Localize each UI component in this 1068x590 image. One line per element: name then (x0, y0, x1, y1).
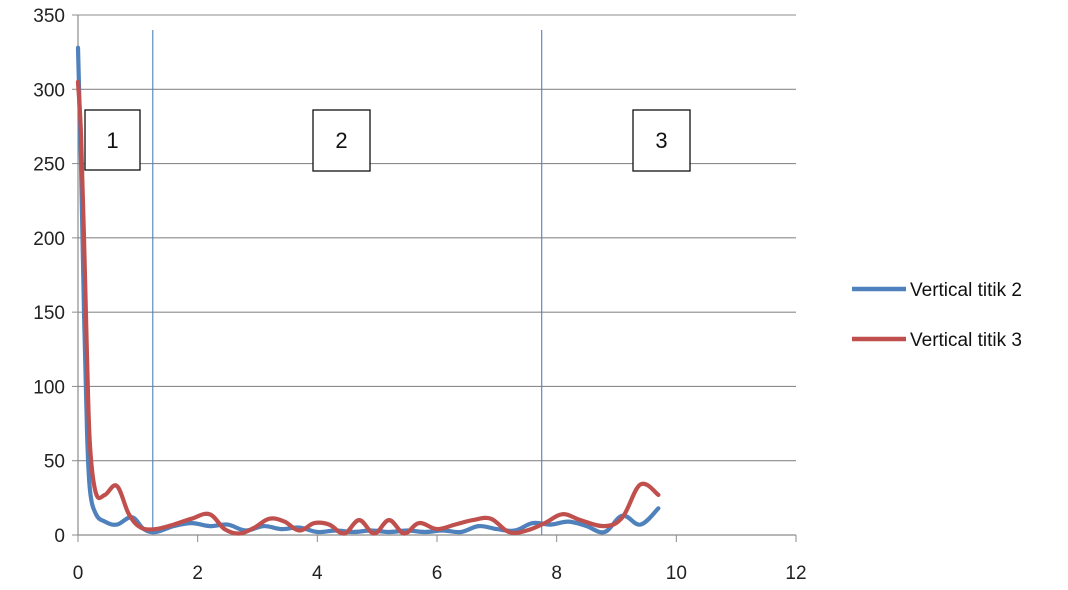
region-box-3-frame (632, 109, 691, 172)
region-dividers (152, 30, 543, 535)
y-tick-label-3: 150 (33, 303, 65, 324)
y-tick-label-7: 350 (33, 6, 65, 27)
y-tick-label-2: 100 (33, 377, 65, 398)
region-box-2: 2 (312, 109, 371, 172)
region-box-2-frame (312, 109, 371, 172)
x-tick-label-4: 8 (551, 563, 562, 584)
x-tick-label-3: 6 (432, 563, 443, 584)
legend-entry-series-1: Vertical titik 2 (852, 280, 1022, 301)
x-tick-label-1: 2 (192, 563, 203, 584)
region-box-1: 1 (84, 109, 141, 171)
legend-label-series-2: Vertical titik 3 (910, 330, 1022, 351)
y-tick-label-1: 50 (44, 452, 65, 473)
y-tick-label-6: 300 (33, 80, 65, 101)
series-lines (75, 45, 661, 536)
x-tick-label-5: 10 (666, 563, 687, 584)
legend: Vertical titik 2 Vertical titik 3 (852, 280, 1022, 351)
region-label-2: 2 (335, 128, 347, 153)
x-tick-label-2: 4 (312, 563, 323, 584)
region-box-1-frame (84, 109, 141, 171)
y-tick-label-0: 0 (54, 526, 65, 547)
y-tick-label-4: 200 (33, 229, 65, 250)
region-labels: 1 2 3 (84, 109, 691, 172)
region-label-1: 1 (106, 128, 118, 153)
x-tick-label-0: 0 (73, 563, 84, 584)
axes (77, 15, 796, 536)
y-tick-label-5: 250 (33, 155, 65, 176)
x-tick-label-6: 12 (785, 563, 806, 584)
gridlines (78, 14, 796, 462)
legend-label-series-1: Vertical titik 2 (910, 280, 1022, 301)
region-label-3: 3 (655, 128, 667, 153)
series-line-2 (75, 79, 661, 536)
legend-entry-series-2: Vertical titik 3 (852, 330, 1022, 351)
y-tick-labels: 0 50 100 150 200 250 300 350 (33, 6, 78, 547)
x-tick-labels: 0 2 4 6 8 10 12 (73, 535, 807, 584)
region-box-3: 3 (632, 109, 691, 172)
